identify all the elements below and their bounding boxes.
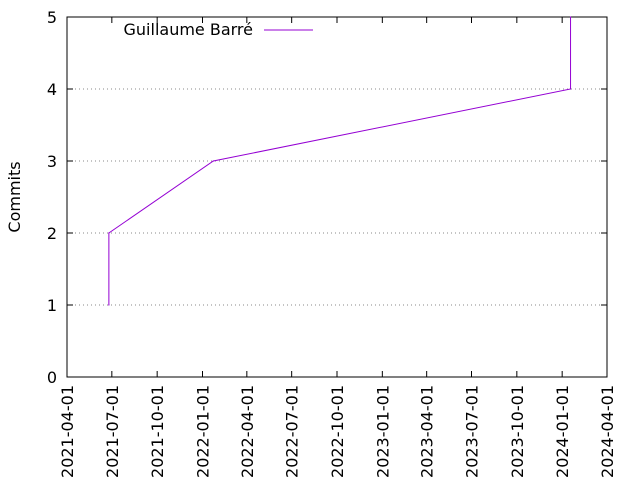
x-tick-label: 2022-01-01 xyxy=(193,385,212,478)
x-tick-label: 2023-10-01 xyxy=(508,385,527,478)
y-tick-label: 2 xyxy=(47,224,57,243)
data-point xyxy=(569,16,572,18)
y-axis-title: Commits xyxy=(5,161,24,232)
x-tick-label: 2021-10-01 xyxy=(148,385,167,478)
data-point xyxy=(569,88,572,90)
y-tick-label: 0 xyxy=(47,368,57,387)
x-tick-label: 2022-04-01 xyxy=(238,385,257,478)
y-axis: 0 1 2 3 4 5 xyxy=(47,8,607,387)
data-point xyxy=(108,304,110,306)
x-tick-label: 2021-04-01 xyxy=(58,385,77,478)
x-tick-label: 2024-01-01 xyxy=(553,385,572,478)
gridlines xyxy=(67,88,607,306)
series-layer xyxy=(108,16,572,306)
x-tick-label: 2022-10-01 xyxy=(328,385,347,478)
x-tick-label: 2023-04-01 xyxy=(418,385,437,478)
legend-label: Guillaume Barré xyxy=(124,20,253,39)
x-tick-label: 2023-01-01 xyxy=(373,385,392,478)
data-point xyxy=(212,160,214,162)
legend: Guillaume Barré xyxy=(124,20,313,39)
y-tick-label: 4 xyxy=(47,80,57,99)
y-tick-label: 1 xyxy=(47,296,57,315)
x-tick-label: 2023-07-01 xyxy=(463,385,482,478)
y-tick-label: 5 xyxy=(47,8,57,27)
y-tick-label: 3 xyxy=(47,152,57,171)
plot-frame xyxy=(66,16,608,378)
x-axis: 2021-04-01 2021-07-01 2021-10-01 2022-01-01… xyxy=(58,17,617,478)
x-tick-label: 2022-07-01 xyxy=(283,385,302,478)
x-tick-label: 2021-07-01 xyxy=(103,385,122,478)
data-point xyxy=(108,232,110,234)
x-tick-label: 2024-04-01 xyxy=(598,385,617,478)
